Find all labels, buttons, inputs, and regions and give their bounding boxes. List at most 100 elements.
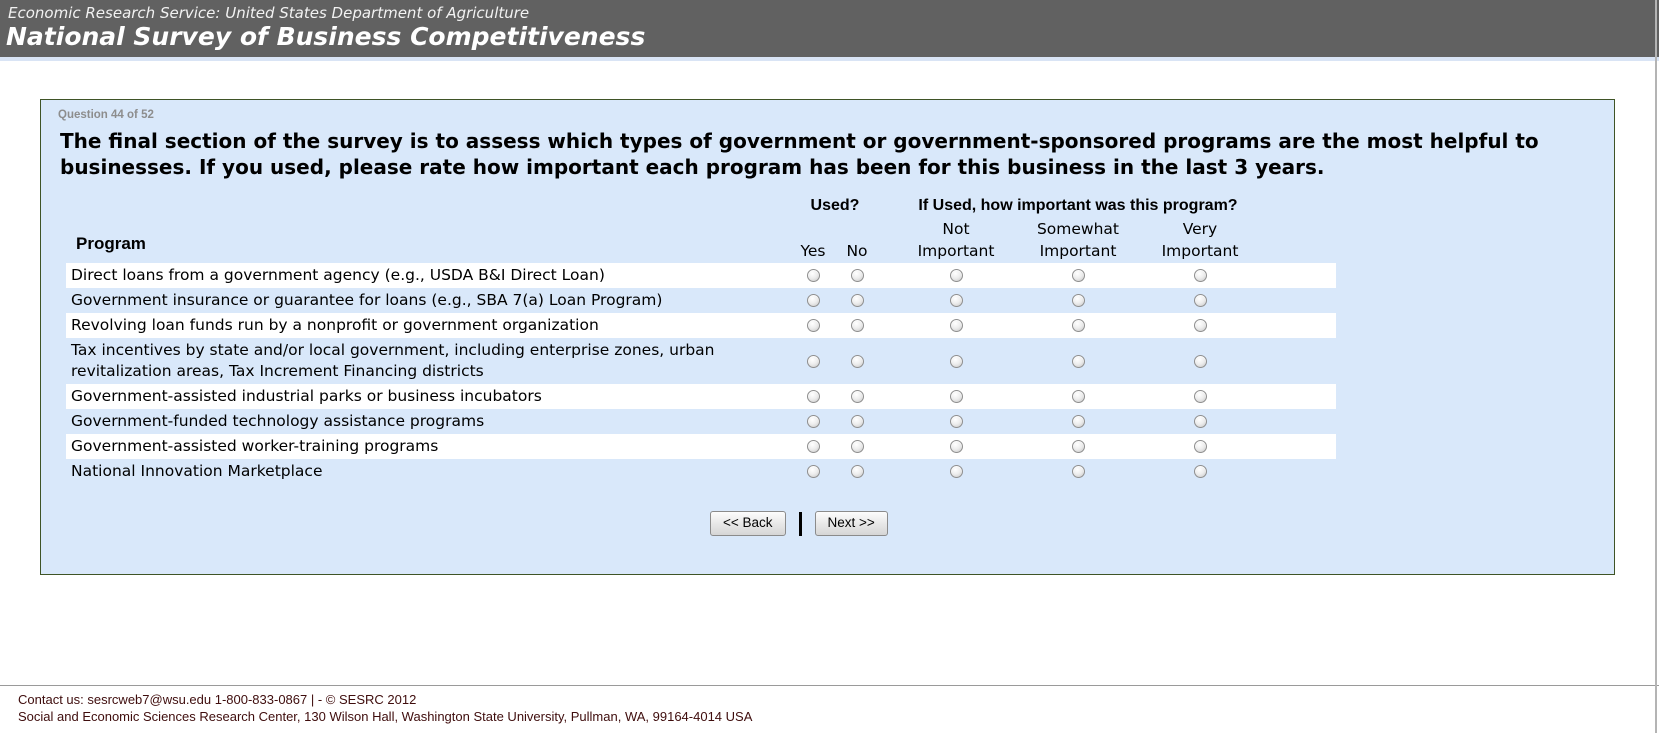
footer-contact-line: Contact us: sesrcweb7@wsu.edu 1-800-833-… [18, 692, 417, 707]
somewhat-important-cell [1017, 319, 1139, 332]
radio-somewhat-important-row8[interactable] [1071, 465, 1085, 478]
radio-used-no-row8[interactable] [850, 465, 864, 478]
radio-used-yes-row6[interactable] [806, 415, 820, 428]
radio-very-important-row7[interactable] [1193, 440, 1207, 453]
site-header: Economic Research Service: United States… [0, 0, 1659, 57]
radio-used-no-row7[interactable] [850, 440, 864, 453]
radio-used-yes-row5[interactable] [806, 390, 820, 403]
program-label: Government-assisted industrial parks or … [71, 387, 542, 405]
site-title: National Survey of Business Competitiven… [6, 22, 646, 51]
somewhat-important-cell [1017, 294, 1139, 307]
program-label: Government-funded technology assistance … [71, 412, 485, 430]
radio-not-important-row3[interactable] [949, 319, 963, 332]
used-yes-cell [791, 269, 835, 282]
radio-not-important-row2[interactable] [949, 294, 963, 307]
radio-very-important-row5[interactable] [1193, 390, 1207, 403]
radio-not-important-row6[interactable] [949, 415, 963, 428]
radio-used-yes-row7[interactable] [806, 440, 820, 453]
not-important-cell [895, 319, 1017, 332]
radio-used-yes-row4[interactable] [806, 354, 820, 368]
button-separator [798, 511, 802, 536]
radio-used-yes-row3[interactable] [806, 319, 820, 332]
radio-used-yes-row1[interactable] [806, 269, 820, 282]
used-no-cell [835, 294, 879, 307]
radio-not-important-row8[interactable] [949, 465, 963, 478]
program-label: Revolving loan funds run by a nonprofit … [71, 316, 599, 334]
not-important-column-header: Not Important [917, 220, 995, 260]
program-cell: Government-assisted industrial parks or … [66, 384, 791, 409]
nav-buttons: << Back Next >> [710, 511, 1614, 536]
radio-not-important-row1[interactable] [949, 269, 963, 282]
used-no-cell [835, 354, 879, 368]
used-no-cell [835, 415, 879, 428]
radio-used-no-row1[interactable] [850, 269, 864, 282]
program-cell: Government-assisted worker-training prog… [66, 434, 791, 459]
used-yes-cell [791, 465, 835, 478]
spacer [66, 212, 791, 216]
very-important-cell [1139, 294, 1261, 307]
program-label: National Innovation Marketplace [71, 462, 323, 480]
radio-somewhat-important-row5[interactable] [1071, 390, 1085, 403]
question-panel: Question 44 of 52 The final section of t… [40, 99, 1615, 575]
radio-very-important-row3[interactable] [1193, 319, 1207, 332]
program-label: Direct loans from a government agency (e… [71, 266, 605, 284]
yes-column-header: Yes [800, 242, 826, 260]
radio-used-no-row6[interactable] [850, 415, 864, 428]
radio-somewhat-important-row4[interactable] [1071, 354, 1085, 368]
used-yes-cell [791, 390, 835, 403]
radio-used-no-row4[interactable] [850, 354, 864, 368]
radio-used-no-row3[interactable] [850, 319, 864, 332]
very-important-column-header: Very Important [1161, 220, 1239, 260]
radio-used-yes-row8[interactable] [806, 465, 820, 478]
radio-not-important-row5[interactable] [949, 390, 963, 403]
program-row: Government-assisted industrial parks or … [66, 384, 1336, 409]
very-important-cell [1139, 440, 1261, 453]
used-no-cell [835, 269, 879, 282]
very-important-cell [1139, 465, 1261, 478]
radio-very-important-row1[interactable] [1193, 269, 1207, 282]
next-button[interactable]: Next >> [814, 511, 888, 536]
radio-somewhat-important-row7[interactable] [1071, 440, 1085, 453]
used-yes-cell [791, 415, 835, 428]
not-important-cell [895, 465, 1017, 478]
program-cell: National Innovation Marketplace [66, 459, 791, 484]
program-label: Government insurance or guarantee for lo… [71, 291, 663, 309]
not-important-cell [895, 440, 1017, 453]
agency-line: Economic Research Service: United States… [8, 4, 530, 22]
not-important-cell [895, 415, 1017, 428]
radio-very-important-row4[interactable] [1193, 354, 1207, 368]
program-row: National Innovation Marketplace [66, 459, 1336, 484]
program-cell: Tax incentives by state and/or local gov… [66, 338, 791, 384]
page-right-edge-line [1655, 0, 1657, 733]
table-header-row-columns: Program Yes No Not Important Somewhat Im… [66, 218, 1336, 263]
program-label: Tax incentives by state and/or local gov… [71, 341, 715, 380]
radio-somewhat-important-row1[interactable] [1071, 269, 1085, 282]
used-yes-cell [791, 440, 835, 453]
very-important-cell [1139, 415, 1261, 428]
radio-somewhat-important-row3[interactable] [1071, 319, 1085, 332]
used-yes-cell [791, 319, 835, 332]
program-label: Government-assisted worker-training prog… [71, 437, 439, 455]
radio-used-no-row2[interactable] [850, 294, 864, 307]
very-important-cell [1139, 269, 1261, 282]
back-button[interactable]: << Back [710, 511, 786, 536]
radio-not-important-row7[interactable] [949, 440, 963, 453]
radio-very-important-row2[interactable] [1193, 294, 1207, 307]
radio-somewhat-important-row6[interactable] [1071, 415, 1085, 428]
survey-table: Used? If Used, how important was this pr… [66, 196, 1336, 484]
not-important-cell [895, 269, 1017, 282]
program-cell: Revolving loan funds run by a nonprofit … [66, 313, 791, 338]
radio-very-important-row8[interactable] [1193, 465, 1207, 478]
used-column-group-header: Used? [810, 197, 860, 214]
used-no-cell [835, 319, 879, 332]
used-no-cell [835, 390, 879, 403]
radio-used-yes-row2[interactable] [806, 294, 820, 307]
radio-used-no-row5[interactable] [850, 390, 864, 403]
somewhat-important-cell [1017, 354, 1139, 368]
importance-column-group-header: If Used, how important was this program? [918, 197, 1238, 214]
program-cell: Government insurance or guarantee for lo… [66, 288, 791, 313]
not-important-cell [895, 294, 1017, 307]
radio-not-important-row4[interactable] [949, 354, 963, 368]
radio-very-important-row6[interactable] [1193, 415, 1207, 428]
radio-somewhat-important-row2[interactable] [1071, 294, 1085, 307]
